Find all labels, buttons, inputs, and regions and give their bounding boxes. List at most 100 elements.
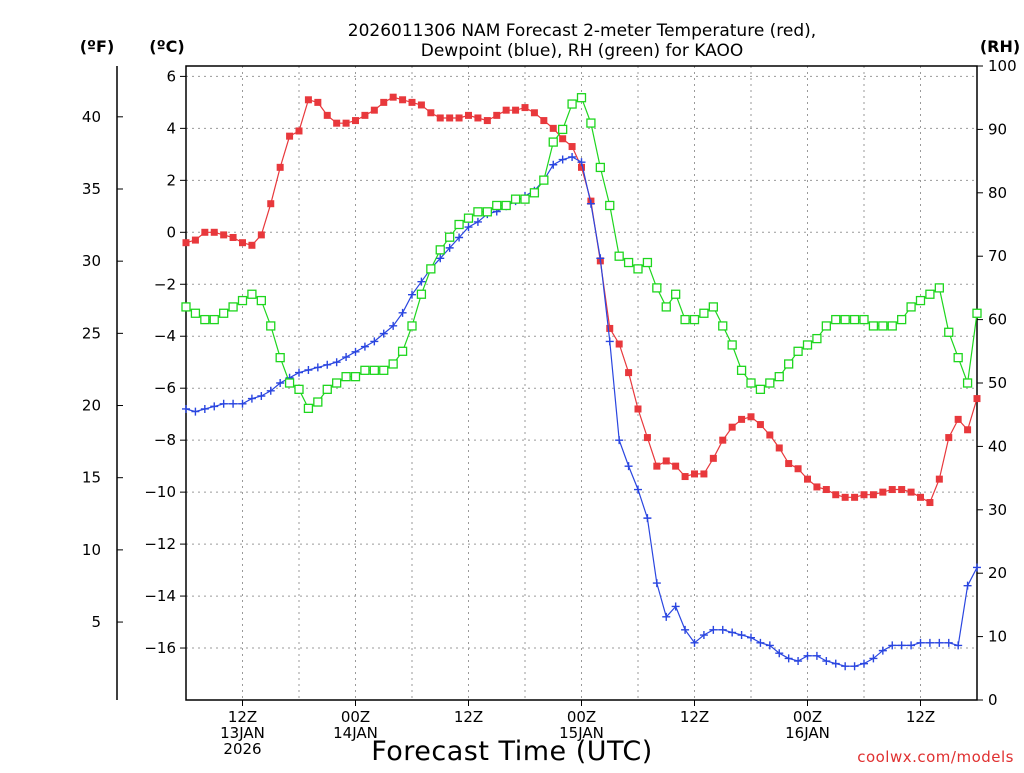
relative-humidity-point <box>529 188 540 198</box>
relative-humidity-point <box>727 340 737 350</box>
fahrenheit-tick-label: 20 <box>82 397 101 415</box>
relative-humidity-point <box>341 372 351 382</box>
series-layer <box>181 93 982 671</box>
temperature-point <box>559 135 567 143</box>
relative-humidity-point <box>388 359 398 369</box>
temperature-point <box>691 470 698 478</box>
relative-humidity-point <box>558 124 568 135</box>
temperature-point <box>738 415 746 423</box>
relative-humidity-point <box>784 359 794 369</box>
relative-humidity-point <box>736 365 747 375</box>
dewpoint-point <box>568 152 577 161</box>
dewpoint-point <box>869 654 878 663</box>
relative-humidity-point <box>680 314 690 325</box>
relative-humidity-point <box>661 302 671 312</box>
celsius-tick-label: −16 <box>144 639 176 657</box>
dewpoint-point <box>652 579 661 588</box>
dewpoint-point <box>191 407 200 416</box>
dewpoint-point <box>963 581 972 590</box>
relative-humidity-point <box>689 314 700 325</box>
relative-humidity-point <box>445 232 455 242</box>
relative-humidity-series <box>181 93 982 414</box>
relative-humidity-point <box>501 200 511 211</box>
chart-title-line2: Dewpoint (blue), RH (green) for KAOO <box>421 41 744 61</box>
temperature-point <box>201 228 209 236</box>
relative-humidity-point <box>190 308 201 318</box>
relative-humidity-point <box>906 302 916 312</box>
temperature-point <box>549 124 557 132</box>
dewpoint-point <box>841 662 850 671</box>
celsius-tick-label: −14 <box>144 587 176 605</box>
temperature-point <box>483 117 491 125</box>
temperature-point <box>832 491 840 499</box>
relative-humidity-point <box>925 289 935 299</box>
relative-humidity-point <box>200 314 210 325</box>
temperature-point <box>521 104 529 112</box>
dewpoint-point <box>831 659 840 668</box>
celsius-tick-label: −6 <box>154 379 176 397</box>
dewpoint-point <box>728 628 737 637</box>
dewpoint-point <box>775 649 784 658</box>
relative-humidity-point <box>397 346 408 356</box>
dewpoint-point <box>605 337 614 346</box>
temperature-point <box>898 486 906 494</box>
relative-humidity-point <box>492 200 502 211</box>
temperature-point <box>822 486 830 494</box>
relative-humidity-point <box>463 213 474 223</box>
temperature-point <box>794 465 802 473</box>
temperature-point <box>399 96 407 104</box>
temperature-point <box>295 127 303 135</box>
temperature-point <box>625 369 633 377</box>
temperature-point <box>286 132 294 140</box>
temperature-point <box>436 114 444 122</box>
temperature-point <box>210 228 218 236</box>
dewpoint-point <box>925 638 934 647</box>
dewpoint-point <box>313 363 322 372</box>
relative-humidity-point <box>303 403 314 414</box>
dewpoint-point <box>878 646 887 655</box>
temperature-point <box>493 111 501 119</box>
x-tick-label: 12Z <box>228 708 257 726</box>
temperature-point <box>267 200 275 208</box>
rh-tick-label: 10 <box>988 628 1007 646</box>
relative-humidity-point <box>821 321 831 331</box>
dewpoint-point <box>907 641 916 650</box>
dewpoint-point <box>615 436 624 445</box>
temperature-point <box>917 493 924 501</box>
dewpoint-point <box>342 353 351 362</box>
x-tick-label: 13JAN <box>220 724 265 742</box>
celsius-tick-label: 0 <box>166 223 176 241</box>
dewpoint-point <box>332 358 341 367</box>
dewpoint-point <box>812 651 821 660</box>
dewpoint-point <box>586 199 595 208</box>
temperature-point <box>785 460 793 468</box>
fahrenheit-tick-label: 35 <box>82 180 101 198</box>
relative-humidity-point <box>473 207 483 217</box>
dewpoint-point <box>304 366 313 375</box>
rh-tick-label: 30 <box>988 501 1007 519</box>
x-tick-label: 12Z <box>680 708 709 726</box>
dewpoint-point <box>389 321 398 330</box>
temperature-point <box>455 114 463 122</box>
relative-humidity-point <box>266 321 276 331</box>
fahrenheit-tick-label: 40 <box>82 108 101 126</box>
temperature-point <box>389 93 397 101</box>
dewpoint-point <box>370 337 379 346</box>
fahrenheit-tick-label: 5 <box>91 613 101 631</box>
relative-humidity-point <box>379 365 389 375</box>
temperature-point <box>465 111 472 119</box>
celsius-tick-label: 2 <box>166 171 176 189</box>
dewpoint-point <box>549 160 558 169</box>
relative-humidity-point <box>831 314 841 325</box>
relative-humidity-point <box>652 283 662 293</box>
x-tick-label: 00Z <box>793 708 822 726</box>
celsius-axis-unit: (ºC) <box>149 37 184 56</box>
temperature-point <box>804 475 811 483</box>
dewpoint-point <box>860 659 868 668</box>
relative-humidity-point <box>812 333 822 344</box>
dewpoint-point <box>944 638 953 647</box>
dewpoint-point <box>803 651 812 660</box>
temperature-point <box>662 457 670 465</box>
temperature-point <box>257 231 265 239</box>
